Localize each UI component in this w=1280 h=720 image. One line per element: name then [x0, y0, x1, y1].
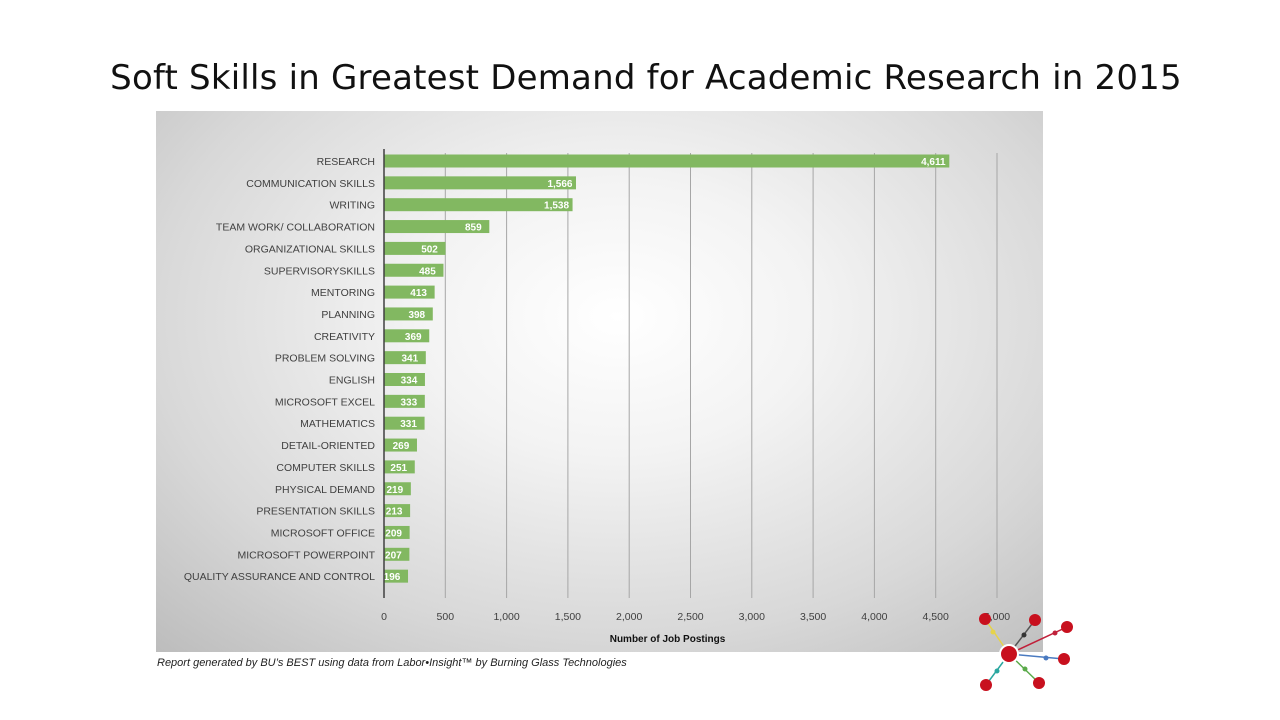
value-label: 331 — [400, 419, 417, 430]
category-label: PHYSICAL DEMAND — [275, 484, 375, 496]
x-tick-label: 4,500 — [923, 611, 949, 623]
value-label: 859 — [465, 223, 482, 234]
category-label: TEAM WORK/ COLLABORATION — [216, 222, 375, 234]
network-logo-icon — [970, 605, 1080, 705]
category-label: MICROSOFT POWERPOINT — [238, 549, 376, 561]
bar — [384, 220, 490, 234]
x-tick-label: 4,000 — [861, 611, 887, 623]
value-label: 4,611 — [921, 157, 946, 168]
bar — [384, 263, 444, 277]
value-label: 341 — [401, 354, 418, 365]
category-label: MATHEMATICS — [300, 418, 375, 430]
value-label: 269 — [393, 441, 410, 452]
value-label: 333 — [400, 397, 417, 408]
bar — [384, 176, 576, 190]
value-label: 334 — [401, 376, 418, 387]
value-label: 219 — [387, 485, 404, 496]
value-label: 1,566 — [547, 179, 572, 190]
value-label: 1,538 — [544, 201, 569, 212]
value-label: 398 — [408, 310, 425, 321]
category-label: WRITING — [330, 200, 376, 212]
bar — [384, 438, 417, 452]
category-label: CREATIVITY — [314, 331, 375, 343]
slide-title: Soft Skills in Greatest Demand for Acade… — [110, 58, 1182, 98]
category-label: ORGANIZATIONAL SKILLS — [245, 243, 375, 255]
bar — [384, 329, 430, 343]
category-label: RESEARCH — [317, 156, 375, 168]
x-tick-label: 3,000 — [739, 611, 765, 623]
value-label: 207 — [385, 550, 402, 561]
x-tick-label: 2,000 — [616, 611, 642, 623]
x-tick-label: 2,500 — [677, 611, 703, 623]
bar — [384, 482, 411, 496]
bar — [384, 198, 573, 212]
value-label: 369 — [405, 332, 422, 343]
bar — [384, 373, 425, 386]
value-label: 251 — [390, 463, 407, 474]
bar — [384, 154, 950, 168]
x-tick-label: 3,500 — [800, 611, 826, 623]
category-label: MICROSOFT EXCEL — [275, 396, 375, 408]
bar — [384, 504, 411, 518]
footnote: Report generated by BU’s BEST using data… — [157, 657, 627, 669]
bar — [384, 351, 426, 365]
category-label: COMPUTER SKILLS — [276, 462, 375, 474]
bar — [384, 547, 410, 561]
category-label: DETAIL-ORIENTED — [281, 440, 375, 452]
x-tick-label: 1,000 — [493, 611, 519, 623]
bar — [384, 241, 446, 255]
x-tick-label: 500 — [437, 611, 455, 623]
bar-chart: RESEARCH 4,611 COMMUNICATION SKILLS 1,566 WR… — [184, 149, 1010, 645]
category-label: PRESENTATION SKILLS — [256, 506, 375, 518]
bar — [384, 416, 425, 430]
value-label: 502 — [421, 244, 438, 255]
bar — [384, 307, 433, 321]
category-label: PLANNING — [321, 309, 375, 321]
category-label: ENGLISH — [329, 375, 375, 387]
category-label: PROBLEM SOLVING — [275, 353, 375, 365]
bar — [384, 394, 425, 408]
bar — [384, 460, 415, 474]
x-axis-title: Number of Job Postings — [610, 634, 726, 645]
bar — [384, 285, 435, 299]
category-label: QUALITY ASSURANCE AND CONTROL — [184, 571, 375, 583]
category-label: MENTORING — [311, 287, 375, 299]
x-tick-label: 0 — [381, 611, 387, 623]
chart-area: RESEARCH 4,611 COMMUNICATION SKILLS 1,566 WR… — [156, 111, 1043, 652]
value-label: 213 — [386, 507, 403, 518]
bar — [384, 525, 410, 539]
value-label: 196 — [384, 572, 401, 583]
value-label: 413 — [410, 288, 427, 299]
bar — [384, 569, 409, 583]
value-label: 485 — [419, 266, 436, 277]
category-label: SUPERVISORYSKILLS — [264, 265, 375, 277]
value-label: 209 — [385, 528, 402, 539]
category-label: MICROSOFT OFFICE — [271, 527, 375, 539]
x-tick-label: 1,500 — [555, 611, 581, 623]
category-label: COMMUNICATION SKILLS — [246, 178, 375, 190]
